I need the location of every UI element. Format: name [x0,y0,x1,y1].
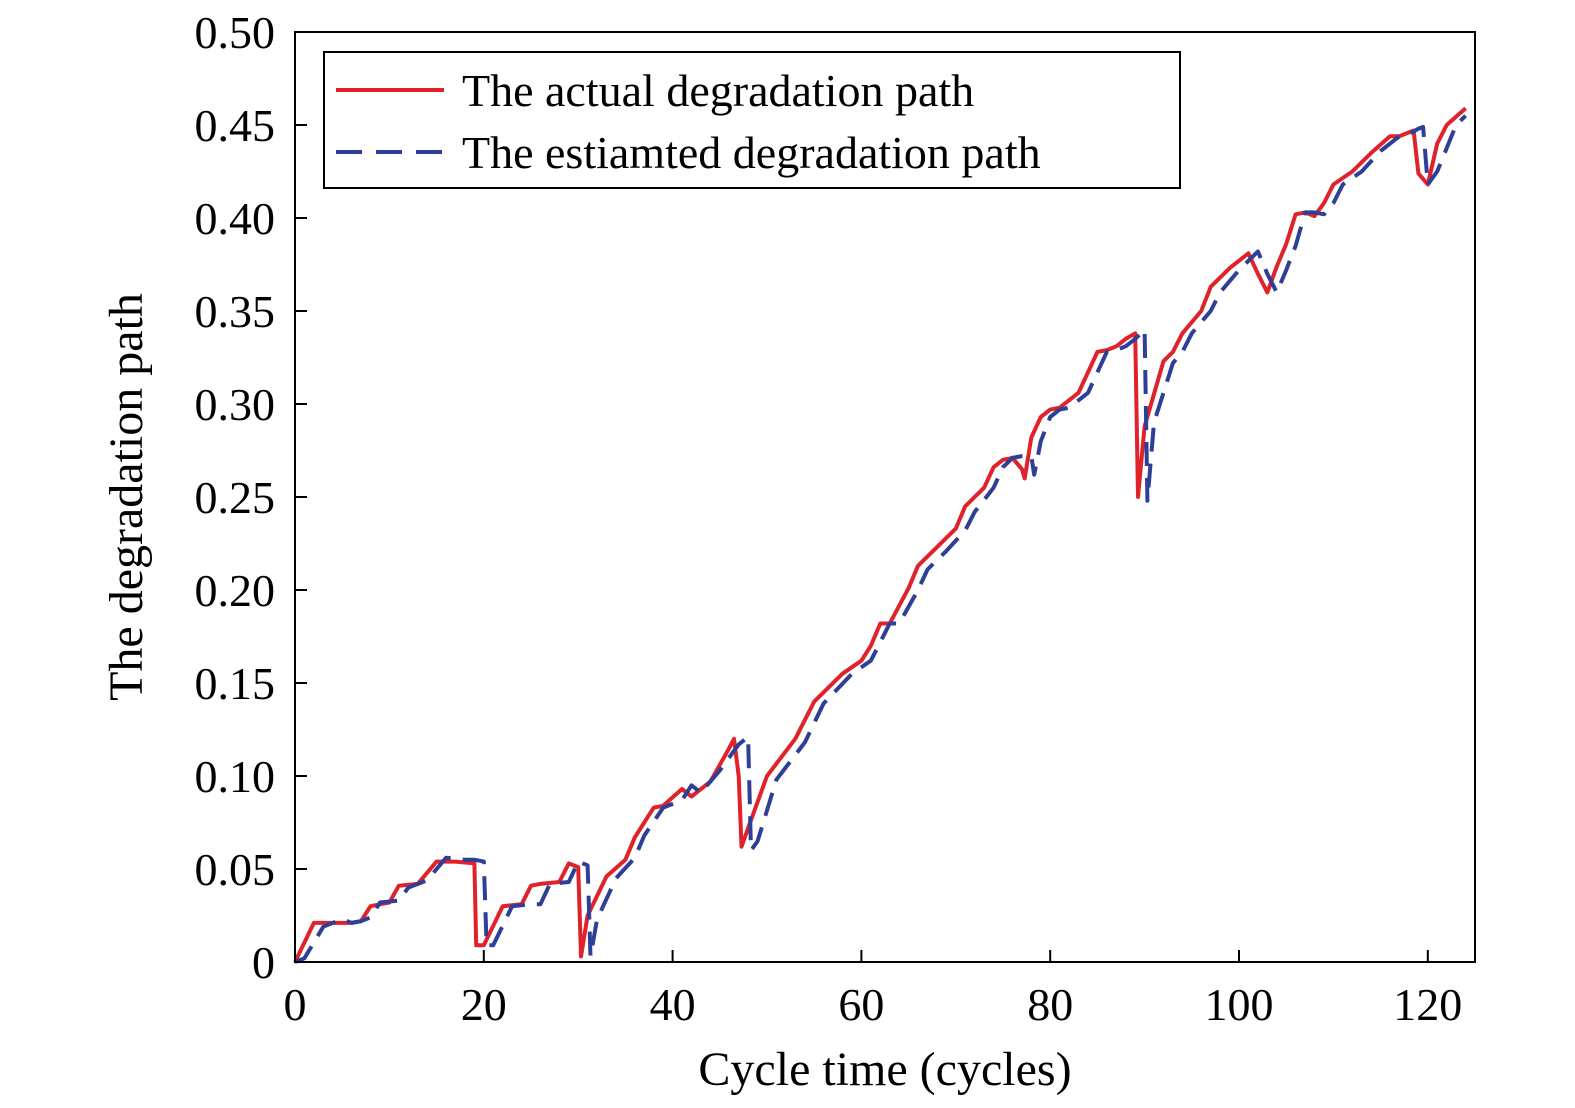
y-axis-ticks: 0 0.05 0.10 0.15 0.20 0.25 0.30 0.35 0.40 0.45 0.5… [195,7,307,988]
x-tick-label: 40 [650,979,696,1030]
legend-label-estimated: The estiamted degradation path [462,127,1041,178]
y-axis-title: The degradation path [100,293,153,701]
y-tick-label: 0.15 [195,658,276,709]
y-tick-label: 0.40 [195,193,276,244]
x-tick-label: 100 [1205,979,1274,1030]
y-tick-label: 0 [252,937,275,988]
x-axis-ticks: 0 20 40 60 80 100 120 [284,950,1462,1030]
x-tick-label: 60 [838,979,884,1030]
legend-label-actual: The actual degradation path [462,65,974,116]
series-line-estimated [294,114,1467,964]
series-layer [293,106,1467,964]
x-axis-title: Cycle time (cycles) [698,1043,1071,1096]
legend-box [323,51,1181,189]
y-tick-label: 0.30 [195,379,276,430]
x-tick-label: 120 [1393,979,1462,1030]
y-tick-label: 0.25 [195,472,276,523]
y-tick-label: 0.20 [195,565,276,616]
y-tick-label: 0.35 [195,286,276,337]
y-tick-label: 0.50 [195,7,276,58]
y-tick-label: 0.45 [195,100,276,151]
x-tick-label: 80 [1027,979,1073,1030]
series-line-actual [293,106,1467,963]
x-tick-label: 0 [284,979,307,1030]
y-tick-label: 0.05 [195,844,276,895]
x-tick-label: 20 [461,979,507,1030]
y-tick-label: 0.10 [195,751,276,802]
legend: The actual degradation path The estiamte… [323,51,1181,189]
